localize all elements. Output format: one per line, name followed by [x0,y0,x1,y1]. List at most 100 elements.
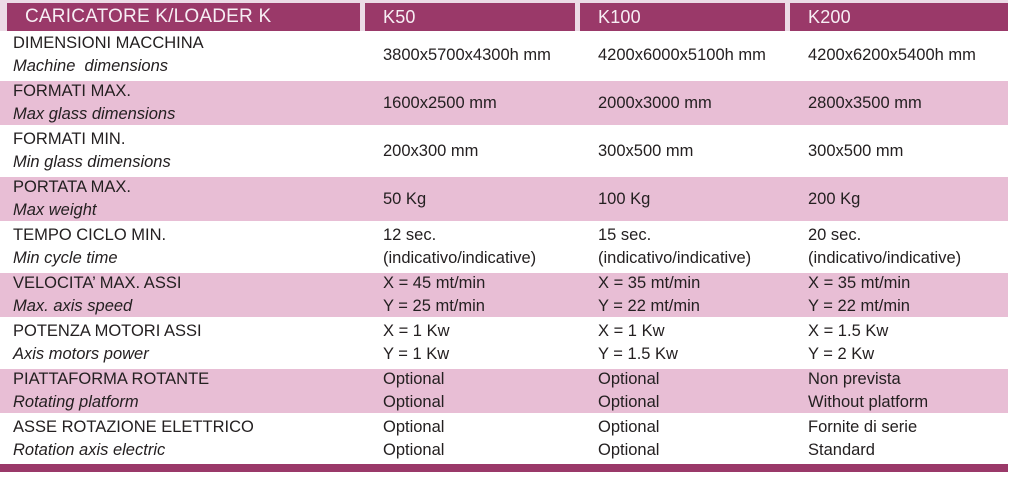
value-line: Y = 22 mt/min [598,297,700,315]
value-line: Without platform [808,393,929,411]
value-line: 2800x3500 mm [808,93,922,112]
value-cell: X = 35 mt/min Y = 22 mt/min [580,271,790,319]
value-cell: X = 35 mt/min Y = 22 mt/min [790,271,1008,319]
table-row: FORMATI MAX. Max glass dimensions 1600x250… [0,79,1008,127]
value-cell: 12 sec. (indicativo/indicative) [365,223,580,271]
value-cell: 300x500 mm [790,127,1008,175]
value-cell: X = 1 Kw Y = 1 Kw [365,319,580,367]
table-top-frame [0,0,1008,3]
value-line: 200x300 mm [383,141,479,160]
value-cell: 1600x2500 mm [365,79,580,127]
row-label-cell: PORTATA MAX. Max weight [0,175,365,223]
column-header-label: K200 [808,6,851,27]
value-line: Optional [383,370,445,388]
value-line: 20 sec. [808,226,862,244]
column-header-label: K100 [598,6,641,27]
value-cell: 300x500 mm [580,127,790,175]
row-label-italian: VELOCITA’ MAX. ASSI [13,274,182,292]
value-line: 300x500 mm [598,141,694,160]
value-line: X = 1.5 Kw [808,322,889,340]
value-line: Fornite di serie [808,418,918,436]
value-line: 3800x5700x4300h mm [383,45,551,64]
value-cell: X = 1.5 Kw Y = 2 Kw [790,319,1008,367]
row-label-english: Machine dimensions [13,57,168,75]
value-line: Optional [383,418,445,436]
row-label-cell: POTENZA MOTORI ASSI Axis motors power [0,319,365,367]
value-cell: 2800x3500 mm [790,79,1008,127]
value-line: 200 Kg [808,189,861,208]
column-header-k50: K50 [365,3,575,31]
row-label-cell: FORMATI MIN. Min glass dimensions [0,127,365,175]
row-label-italian: FORMATI MAX. [13,82,131,100]
value-cell: 4200x6000x5100h mm [580,31,790,79]
row-label-italian: TEMPO CICLO MIN. [13,226,167,244]
value-line: Optional [598,393,660,411]
value-line: X = 45 mt/min [383,274,486,292]
row-label-cell: DIMENSIONI MACCHINA Machine dimensions [0,31,365,79]
value-line: (indicativo/indicative) [808,249,962,267]
value-line: Optional [598,370,660,388]
value-line: Y = 1.5 Kw [598,345,678,363]
value-cell: Optional Optional [580,367,790,415]
table-body: DIMENSIONI MACCHINA Machine dimensions 380… [0,31,1008,463]
row-label-english: Axis motors power [13,345,149,363]
value-cell: Optional Optional [365,415,580,463]
value-line: Y = 2 Kw [808,345,875,363]
value-cell: Non prevista Without platform [790,367,1008,415]
value-line: 1600x2500 mm [383,93,497,112]
row-label-cell: FORMATI MAX. Max glass dimensions [0,79,365,127]
row-label-english: Max glass dimensions [13,105,176,123]
value-cell: X = 45 mt/min Y = 25 mt/min [365,271,580,319]
row-label-cell: TEMPO CICLO MIN. Min cycle time [0,223,365,271]
value-line: Non prevista [808,370,901,388]
header-left-frame [0,3,7,31]
row-label-italian: POTENZA MOTORI ASSI [13,322,202,340]
value-line: Optional [383,393,445,411]
value-line: 12 sec. [383,226,437,244]
row-label-english: Rotation axis electric [13,441,166,459]
table-row: PIATTAFORMA ROTANTE Rotating platform Opti… [0,367,1008,415]
value-line: 50 Kg [383,189,427,208]
value-cell: 4200x6200x5400h mm [790,31,1008,79]
row-label-italian: ASSE ROTAZIONE ELETTRICO [13,418,254,436]
value-line: (indicativo/indicative) [598,249,752,267]
value-cell: Optional Optional [580,415,790,463]
row-label-english: Min cycle time [13,249,118,267]
value-line: 15 sec. [598,226,652,244]
value-line: Y = 1 Kw [383,345,450,363]
column-header-label: K50 [383,6,416,27]
value-line: X = 1 Kw [598,322,665,340]
row-label-italian: PIATTAFORMA ROTANTE [13,370,210,388]
table-title: CARICATORE K/LOADER K [25,6,272,27]
table-row: POTENZA MOTORI ASSI Axis motors power X = … [0,319,1008,367]
value-cell: 15 sec. (indicativo/indicative) [580,223,790,271]
value-cell: 200x300 mm [365,127,580,175]
row-label-cell: PIATTAFORMA ROTANTE Rotating platform [0,367,365,415]
row-label-english: Max weight [13,201,97,219]
value-cell: 3800x5700x4300h mm [365,31,580,79]
value-line: Standard [808,441,875,459]
table-title-cell: CARICATORE K/LOADER K [7,3,360,31]
value-line: 100 Kg [598,189,651,208]
value-line: Optional [383,441,445,459]
value-line: X = 35 mt/min [808,274,911,292]
table-header-row: CARICATORE K/LOADER K K50 K100 K200 [0,3,1008,31]
row-label-italian: FORMATI MIN. [13,130,126,148]
row-label-cell: VELOCITA’ MAX. ASSI Max. axis speed [0,271,365,319]
header-gap [360,3,365,31]
table-row: DIMENSIONI MACCHINA Machine dimensions 380… [0,31,1008,79]
value-line: Optional [598,441,660,459]
value-cell: Fornite di serie Standard [790,415,1008,463]
value-line: 4200x6200x5400h mm [808,45,976,64]
value-line: (indicativo/indicative) [383,249,537,267]
value-line: 300x500 mm [808,141,904,160]
table-row: ASSE ROTAZIONE ELETTRICO Rotation axis el… [0,415,1008,463]
header-gap [575,3,580,31]
row-label-english: Max. axis speed [13,297,133,315]
column-header-k200: K200 [790,3,1008,31]
value-line: 2000x3000 mm [598,93,712,112]
table-row: TEMPO CICLO MIN. Min cycle time 12 sec. (in… [0,223,1008,271]
row-label-english: Rotating platform [13,393,139,411]
header-gap [785,3,790,31]
